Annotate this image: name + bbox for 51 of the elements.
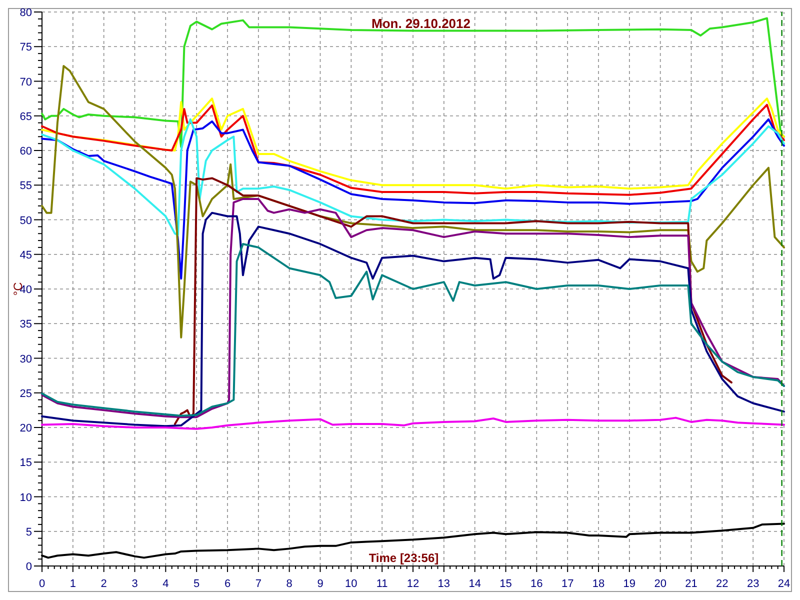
y-tick-label: 45 — [20, 249, 32, 262]
y-tick-label: 55 — [20, 180, 32, 192]
x-tick-label: 16 — [530, 578, 543, 590]
y-tick-label: 0 — [26, 561, 32, 573]
y-tick-label: 5 — [26, 526, 32, 538]
y-tick-label: 70 — [20, 76, 32, 88]
x-tick-label: 7 — [255, 578, 262, 590]
x-tick-label: 18 — [592, 578, 605, 590]
x-tick-label: 10 — [345, 578, 358, 590]
y-tick-label: 30 — [20, 353, 32, 366]
x-tick-label: 19 — [623, 578, 636, 590]
line-series — [174, 177, 732, 426]
x-tick-label: 20 — [654, 578, 666, 590]
y-tick-label: 75 — [20, 42, 32, 54]
x-tick-label: 12 — [406, 578, 420, 590]
x-tick-label: 11 — [376, 578, 388, 590]
x-tick-label: 0 — [38, 578, 46, 590]
line-series — [41, 65, 785, 338]
x-tick-label: 22 — [716, 578, 728, 590]
x-axis-title: Time [23:56] — [368, 551, 439, 565]
line-series — [41, 416, 785, 430]
x-tick-label: 5 — [194, 578, 200, 590]
x-tick-label: 2 — [100, 578, 107, 590]
x-tick-label: 14 — [468, 578, 481, 590]
x-tick-label: 6 — [224, 578, 231, 590]
line-series — [41, 242, 785, 417]
y-tick-label: 65 — [20, 110, 32, 123]
x-tick-label: 3 — [132, 578, 138, 590]
y-tick-label: 50 — [20, 214, 32, 227]
y-tick-label: 25 — [20, 388, 32, 400]
y-tick-label: 80 — [20, 7, 32, 19]
y-tick-label: 60 — [20, 146, 32, 158]
y-tick-label: 40 — [20, 284, 32, 296]
y-tick-label: 10 — [20, 492, 32, 504]
y-tick-label: 15 — [20, 457, 32, 470]
x-tick-label: 15 — [500, 578, 512, 590]
x-tick-label: 23 — [746, 578, 760, 590]
x-tick-label: 24 — [778, 578, 790, 590]
line-series — [41, 17, 785, 148]
x-tick-label: 17 — [561, 578, 574, 590]
x-tick-label: 13 — [438, 578, 450, 590]
x-tick-label: 8 — [286, 578, 292, 590]
x-tick-label: 4 — [162, 578, 169, 590]
line-series — [41, 118, 785, 280]
chart-title: Mon. 29.10.2012 — [372, 16, 470, 31]
line-series — [41, 118, 785, 236]
y-tick-label: 35 — [20, 318, 32, 331]
x-tick-label: 9 — [317, 578, 324, 590]
x-tick-label: 1 — [70, 578, 76, 590]
y-tick-label: 20 — [20, 422, 32, 434]
x-tick-label: 21 — [685, 578, 698, 590]
